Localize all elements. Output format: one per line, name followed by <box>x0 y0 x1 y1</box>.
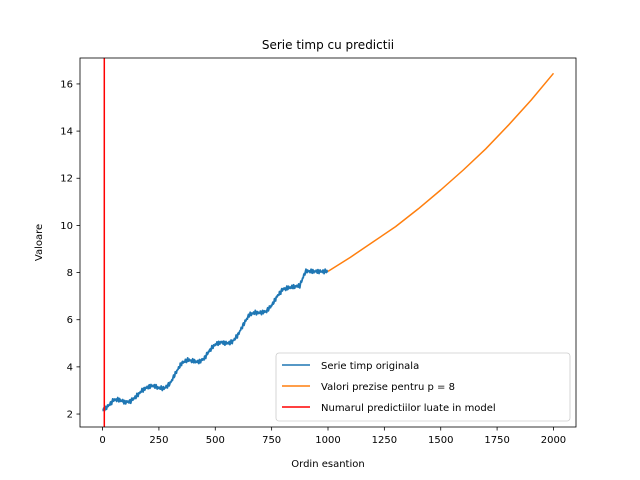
legend-label-3: Numarul predictiilor luate in model <box>321 403 496 414</box>
y-tick-label: 4 <box>67 362 73 373</box>
y-tick-label: 16 <box>60 79 73 90</box>
legend: Serie timp originala Valori prezise pentr… <box>275 352 571 422</box>
chart-title: Serie timp cu predictii <box>262 38 394 52</box>
y-tick-label: 10 <box>60 221 73 232</box>
x-tick-label: 1750 <box>484 435 509 446</box>
legend-box <box>275 352 571 422</box>
y-tick-label: 14 <box>60 127 73 138</box>
x-axis-label: Ordin esantion <box>291 459 364 470</box>
y-tick-label: 12 <box>60 174 73 185</box>
y-tick-label: 2 <box>67 410 73 421</box>
x-tick-label: 0 <box>99 435 105 446</box>
x-tick-label: 1000 <box>315 435 340 446</box>
x-tick-label: 1250 <box>372 435 397 446</box>
y-tick-label: 8 <box>67 268 73 279</box>
series-layer <box>102 58 555 427</box>
y-axis: 2 4 6 8 10 12 14 16 <box>60 79 80 421</box>
x-tick-label: 1500 <box>428 435 453 446</box>
series-line-2 <box>327 72 555 273</box>
legend-label-2: Valori prezise pentru p = 8 <box>321 382 455 393</box>
series-line-1 <box>102 268 329 412</box>
legend-label-1: Serie timp originala <box>321 361 419 372</box>
y-tick-label: 6 <box>67 315 73 326</box>
x-tick-label: 500 <box>206 435 225 446</box>
x-tick-label: 750 <box>262 435 281 446</box>
x-axis: 0 250 500 750 1000 1250 1500 1750 2000 <box>99 427 566 446</box>
x-tick-label: 2000 <box>541 435 566 446</box>
x-tick-label: 250 <box>149 435 168 446</box>
y-axis-label: Valoare <box>34 224 45 261</box>
